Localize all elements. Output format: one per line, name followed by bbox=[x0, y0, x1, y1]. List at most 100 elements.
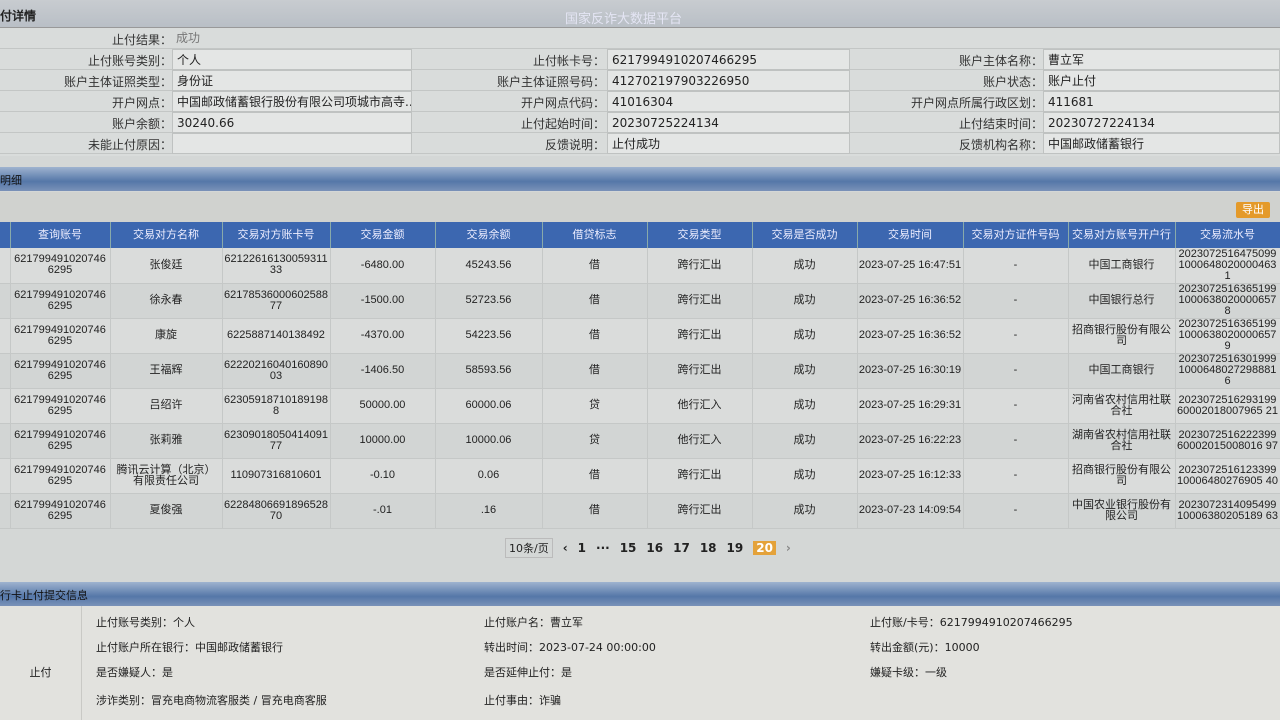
page-button[interactable]: 17 bbox=[673, 541, 690, 555]
table-cell: 6217994910207466295 bbox=[10, 458, 111, 494]
column-header[interactable]: 交易金额 bbox=[330, 222, 436, 248]
table-cell: 借 bbox=[542, 318, 648, 354]
table-cell: 徐永春 bbox=[110, 283, 223, 319]
page-button[interactable]: 16 bbox=[646, 541, 664, 555]
submit-field: 止付账/卡号：6217994910207466295 bbox=[870, 616, 1073, 629]
table-cell: - bbox=[963, 493, 1069, 529]
table-row[interactable]: 6217994910207466295 张俊廷 621226161300593113… bbox=[0, 248, 1280, 284]
field-value: 身份证 bbox=[172, 70, 412, 91]
field-value: 个人 bbox=[172, 49, 412, 70]
column-header[interactable] bbox=[0, 222, 11, 248]
table-cell: 招商银行股份有限公司 bbox=[1068, 318, 1176, 354]
table-cell bbox=[0, 423, 11, 459]
table-cell: 成功 bbox=[752, 283, 858, 319]
table-cell: 中国农业银行股份有限公司 bbox=[1068, 493, 1176, 529]
field-value: 中国邮政储蓄银行股份有限公司项城市高寺... bbox=[172, 91, 412, 112]
table-cell: 借 bbox=[542, 248, 648, 284]
detail-row: 开户网点： 中国邮政储蓄银行股份有限公司项城市高寺... 开户网点代码： 410163… bbox=[0, 91, 1280, 112]
detail-row-result: 止付结果： 成功 bbox=[0, 28, 1280, 49]
page-button[interactable]: 20 bbox=[753, 541, 776, 555]
table-cell: 腾讯云计算（北京）有限责任公司 bbox=[110, 458, 223, 494]
table-cell bbox=[0, 458, 11, 494]
field-value: 412702197903226950 bbox=[607, 70, 850, 91]
field-value: 20230725224134 bbox=[607, 112, 850, 133]
table-row[interactable]: 6217994910207466295 王福辉 622202160401608900… bbox=[0, 353, 1280, 389]
column-header[interactable]: 借贷标志 bbox=[542, 222, 648, 248]
table-cell: 202307251612339910006480276905 40 bbox=[1175, 458, 1280, 494]
table-row[interactable]: 6217994910207466295 腾讯云计算（北京）有限责任公司 110907… bbox=[0, 458, 1280, 494]
page-button[interactable]: 19 bbox=[726, 541, 744, 555]
column-header[interactable]: 交易类型 bbox=[647, 222, 753, 248]
table-cell: 跨行汇出 bbox=[647, 353, 753, 389]
table-cell: 6217994910207466295 bbox=[10, 318, 111, 354]
table-cell: 6217853600060258877 bbox=[222, 283, 331, 319]
table-cell bbox=[0, 283, 11, 319]
field-value: 止付成功 bbox=[607, 133, 850, 154]
table-row[interactable]: 6217994910207466295 徐永春 621785360006025887… bbox=[0, 283, 1280, 319]
page-button[interactable]: 15 bbox=[619, 541, 637, 555]
field-label: 开户网点所属行政区划： bbox=[910, 96, 1043, 110]
field-value: 411681 bbox=[1043, 91, 1280, 112]
table-cell: 成功 bbox=[752, 388, 858, 424]
table-cell: 吕绍许 bbox=[110, 388, 223, 424]
table-cell: 2023-07-25 16:30:19 bbox=[857, 353, 964, 389]
table-cell: 跨行汇出 bbox=[647, 248, 753, 284]
table-cell: 成功 bbox=[752, 248, 858, 284]
export-button[interactable]: 导出 bbox=[1236, 202, 1270, 218]
column-header[interactable]: 交易是否成功 bbox=[752, 222, 858, 248]
table-cell: 6217994910207466295 bbox=[10, 423, 111, 459]
field-label: 账户余额： bbox=[111, 117, 172, 131]
table-cell: 202307251636519910006380200006578 bbox=[1175, 283, 1280, 319]
column-header[interactable]: 交易对方证件号码 bbox=[963, 222, 1069, 248]
table-cell: 6217994910207466295 bbox=[10, 388, 111, 424]
detail-row: 未能止付原因： 反馈说明： 止付成功 反馈机构名称： 中国邮政储蓄银行 bbox=[0, 133, 1280, 154]
table-cell: 王福辉 bbox=[110, 353, 223, 389]
table-row[interactable]: 6217994910207466295 康旋 6225887140138492 -43… bbox=[0, 318, 1280, 354]
table-cell: 6212261613005931133 bbox=[222, 248, 331, 284]
field-value bbox=[172, 133, 412, 154]
table-toolbar: 导出 bbox=[0, 192, 1280, 222]
field-value: 中国邮政储蓄银行 bbox=[1043, 133, 1280, 154]
field-label: 开户网点代码： bbox=[520, 96, 605, 110]
table-cell: 2023-07-25 16:36:52 bbox=[857, 283, 964, 319]
field-value: 41016304 bbox=[607, 91, 850, 112]
column-header[interactable]: 交易对方账卡号 bbox=[222, 222, 331, 248]
table-row[interactable]: 6217994910207466295 张莉雅 623090180504140917… bbox=[0, 423, 1280, 459]
table-cell: 借 bbox=[542, 283, 648, 319]
table-cell: 52723.56 bbox=[435, 283, 543, 319]
prev-page-button[interactable]: ‹ bbox=[562, 541, 568, 555]
detail-row: 止付账号类别： 个人 止付帐卡号： 6217994910207466295 账户主体名称… bbox=[0, 49, 1280, 70]
table-cell: 2023-07-23 14:09:54 bbox=[857, 493, 964, 529]
table-cell: 招商银行股份有限公司 bbox=[1068, 458, 1176, 494]
next-page-button[interactable]: › bbox=[785, 541, 791, 555]
column-header[interactable]: 查询账号 bbox=[10, 222, 111, 248]
page-button[interactable]: ··· bbox=[596, 541, 610, 555]
detail-row: 账户余额： 30240.66 止付起始时间： 20230725224134 止付结束时间… bbox=[0, 112, 1280, 133]
column-header[interactable]: 交易时间 bbox=[857, 222, 964, 248]
page-button[interactable]: 18 bbox=[699, 541, 717, 555]
table-cell bbox=[0, 493, 11, 529]
table-cell: 康旋 bbox=[110, 318, 223, 354]
field-label: 账户主体名称： bbox=[958, 54, 1043, 68]
column-header[interactable]: 交易对方名称 bbox=[110, 222, 223, 248]
field-label: 开户网点： bbox=[111, 96, 172, 110]
column-header[interactable]: 交易流水号 bbox=[1175, 222, 1280, 248]
side-label: 止付 bbox=[0, 606, 82, 720]
table-cell: 夏俊强 bbox=[110, 493, 223, 529]
section-header-detail: 明细 bbox=[0, 167, 1280, 191]
page-button[interactable]: 1 bbox=[577, 541, 587, 555]
page-size-select[interactable]: 10条/页 bbox=[505, 538, 553, 558]
title-bar: 付详情 国家反诈大数据平台 bbox=[0, 0, 1280, 28]
table-row[interactable]: 6217994910207466295 夏俊强 622848066918965287… bbox=[0, 493, 1280, 529]
submit-field: 止付账户名：曹立军 bbox=[484, 616, 583, 629]
field-label: 止付账号类别： bbox=[87, 54, 172, 68]
field-value: 曹立军 bbox=[1043, 49, 1280, 70]
table-cell: 张俊廷 bbox=[110, 248, 223, 284]
table-row[interactable]: 6217994910207466295 吕绍许 623059187101891988… bbox=[0, 388, 1280, 424]
table-cell: 张莉雅 bbox=[110, 423, 223, 459]
column-header[interactable]: 交易余额 bbox=[435, 222, 543, 248]
section-header-submit: 行卡止付提交信息 bbox=[0, 582, 1280, 606]
field-label: 反馈说明： bbox=[544, 138, 605, 152]
table-cell: - bbox=[963, 458, 1069, 494]
column-header[interactable]: 交易对方账号开户行 bbox=[1068, 222, 1176, 248]
